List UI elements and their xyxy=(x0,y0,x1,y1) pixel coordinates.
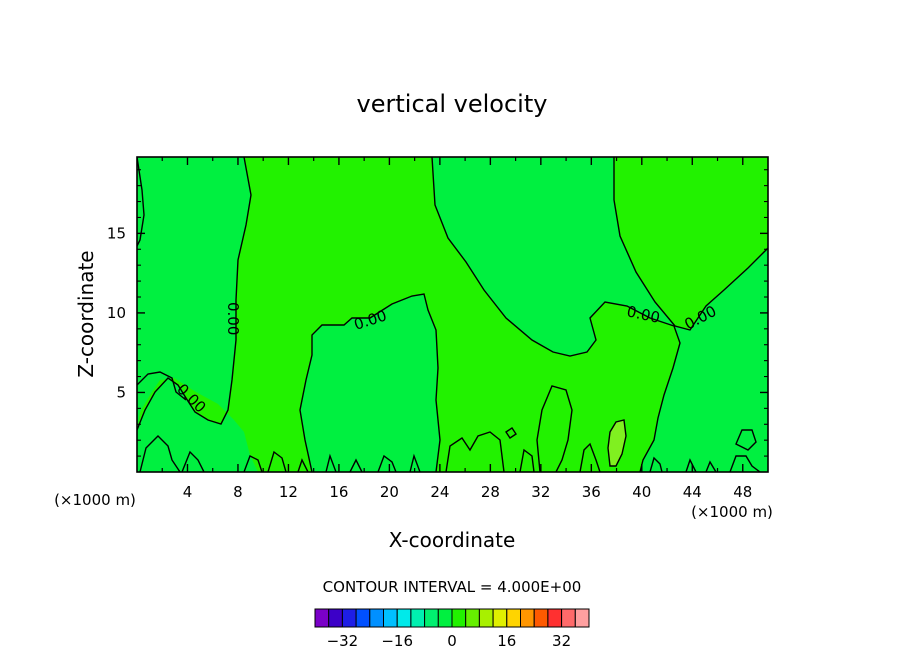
x-tick-label: 24 xyxy=(430,483,449,501)
y-tick-label: 15 xyxy=(107,224,126,242)
contour-labels: 0.00 0.00 0.00 0.00 0.00 xyxy=(173,302,719,416)
colorbar-swatch xyxy=(506,608,521,628)
colorbar xyxy=(314,608,590,628)
x-tick-label: 32 xyxy=(531,483,550,501)
y-tick-label: 5 xyxy=(116,383,126,401)
x-tick-label: 20 xyxy=(380,483,399,501)
x-tick-label: 36 xyxy=(582,483,601,501)
negative-velocity-pocket xyxy=(300,294,440,472)
colorbar-swatch xyxy=(383,608,398,628)
x-tick-label: 28 xyxy=(481,483,500,501)
colorbar-tick-label: 16 xyxy=(497,632,516,650)
colorbar-tick-label: 32 xyxy=(552,632,571,650)
colorbar-swatch xyxy=(396,608,412,628)
colorbar-tick-label: −32 xyxy=(327,632,359,650)
colorbar-swatch xyxy=(355,608,371,628)
colorbar-swatch xyxy=(410,608,426,628)
colorbar-swatch xyxy=(465,608,480,628)
x-axis-ticks: 4 8 12 16 20 24 28 32 36 40 44 48 xyxy=(161,157,752,501)
x-tick-label: 8 xyxy=(233,483,243,501)
x-tick-label: 16 xyxy=(329,483,348,501)
colorbar-swatch xyxy=(328,608,343,628)
plot-frame xyxy=(136,156,769,473)
colorbar-tick-labels: −32 −16 0 16 32 xyxy=(327,632,572,650)
colorbar-swatch xyxy=(437,608,453,628)
y-axis-title: Z-coordinate xyxy=(74,250,98,377)
x-unit-label-left: (×1000 m) xyxy=(54,491,136,509)
y-tick-label: 10 xyxy=(107,304,126,322)
colorbar-tick-label: −16 xyxy=(381,632,413,650)
y-axis-ticks: 5 10 15 xyxy=(107,169,768,457)
x-tick-label: 12 xyxy=(279,483,298,501)
colorbar-swatch xyxy=(341,608,357,628)
colorbar-swatch xyxy=(424,608,439,628)
x-unit-label-right: (×1000 m) xyxy=(691,503,773,521)
colorbar-swatch xyxy=(314,608,330,628)
colorbar-swatch xyxy=(561,608,576,628)
x-tick-label: 48 xyxy=(733,483,752,501)
x-tick-label: 4 xyxy=(183,483,193,501)
positive-velocity-region-upper-right xyxy=(614,157,768,330)
colorbar-swatch xyxy=(492,608,508,628)
colorbar-swatch xyxy=(451,608,467,628)
colorbar-swatch xyxy=(574,608,590,628)
contour-interval-text: CONTOUR INTERVAL = 4.000E+00 xyxy=(323,578,582,596)
contour-label: 0.00 xyxy=(224,302,242,335)
colorbar-swatch xyxy=(533,608,549,628)
colorbar-swatch xyxy=(478,608,494,628)
x-axis-title: X-coordinate xyxy=(389,528,516,552)
x-tick-label: 40 xyxy=(632,483,651,501)
colorbar-tick-label: 0 xyxy=(447,632,457,650)
chart-title: vertical velocity xyxy=(357,90,548,118)
colorbar-swatch xyxy=(369,608,384,628)
colorbar-swatch xyxy=(520,608,535,628)
x-tick-label: 44 xyxy=(683,483,702,501)
contour-lines xyxy=(137,157,768,472)
colorbar-swatch xyxy=(547,608,563,628)
